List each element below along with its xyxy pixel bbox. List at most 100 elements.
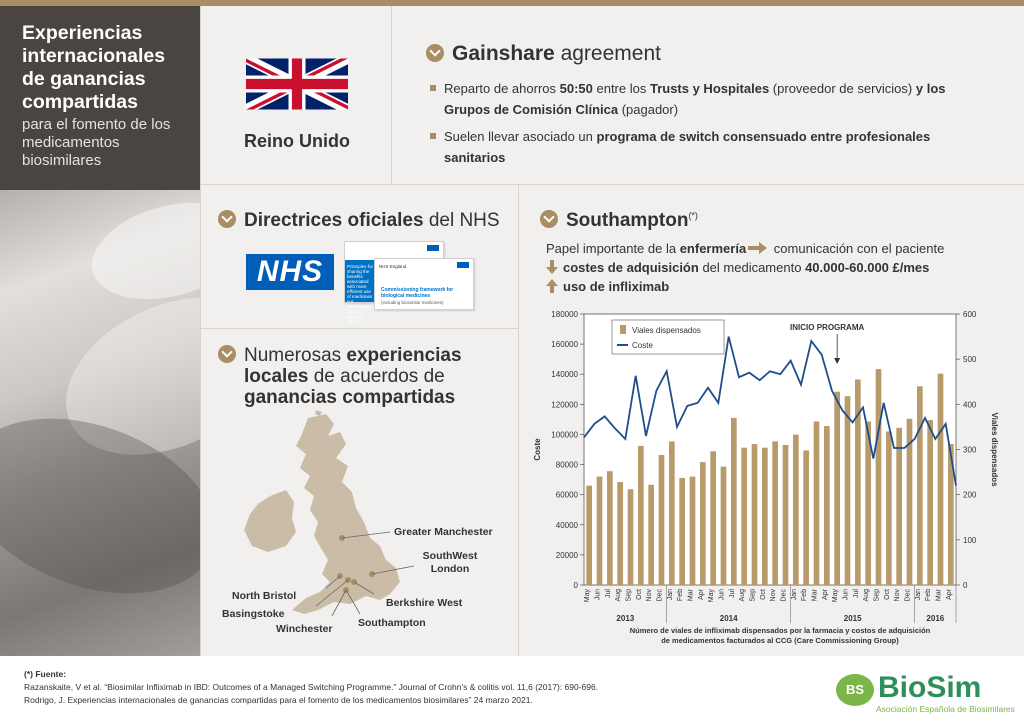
gainshare-bullet: Suelen llevar asociado un programa de sw… bbox=[430, 126, 1004, 168]
bullet-text: y los bbox=[915, 81, 946, 96]
great-britain-shape bbox=[292, 414, 400, 614]
x-month-label: Aug bbox=[739, 589, 746, 602]
x-month-label: Nov bbox=[646, 589, 653, 602]
bar-viales bbox=[896, 427, 903, 585]
uk-map bbox=[244, 410, 415, 617]
bullet-text: Grupos de Comisión Clínica bbox=[444, 102, 619, 117]
bar-viales bbox=[699, 462, 706, 585]
y-left-tick-label: 140000 bbox=[551, 370, 578, 379]
map-leader-line bbox=[371, 565, 415, 575]
x-month-label: Apr bbox=[698, 588, 705, 600]
x-year-label: 2013 bbox=[616, 614, 634, 623]
southampton-text: enfermería bbox=[679, 241, 747, 256]
legend-bar-swatch bbox=[620, 325, 626, 334]
x-month-label: Jul bbox=[605, 589, 612, 598]
bullet-text: sanitarios bbox=[444, 150, 506, 165]
map-label-winchester: Winchester bbox=[276, 623, 333, 635]
x-month-label: Oct bbox=[636, 589, 643, 600]
x-month-label: May bbox=[584, 589, 591, 603]
bar-viales bbox=[617, 482, 624, 585]
y-left-tick-label: 80000 bbox=[556, 461, 579, 470]
country-name: Reino Unido bbox=[244, 131, 350, 151]
southampton-title: Southampton bbox=[566, 210, 689, 231]
x-month-label: Jun bbox=[843, 589, 850, 600]
y-left-tick-label: 0 bbox=[574, 581, 579, 590]
bar-viales bbox=[885, 431, 892, 585]
annotation-arrow-head bbox=[834, 358, 841, 364]
southampton-text: costes de adquisición bbox=[563, 260, 699, 275]
x-month-label: Mar bbox=[688, 588, 695, 601]
x-month-label: Jan bbox=[667, 589, 674, 600]
document-cover-band bbox=[345, 260, 375, 302]
y-left-tick-label: 180000 bbox=[551, 310, 578, 319]
x-month-label: Aug bbox=[863, 589, 870, 602]
x-month-label: Apr bbox=[946, 588, 953, 600]
divider bbox=[391, 6, 392, 184]
biosim-tagline: Asociación Española de Biosimilares bbox=[876, 704, 1015, 714]
chevron-down-icon bbox=[218, 210, 236, 228]
divider bbox=[200, 328, 518, 329]
chevron-down-icon bbox=[218, 345, 236, 363]
annotation-inicio-programa: INICIO PROGRAMA bbox=[790, 323, 864, 332]
y-right-tick-label: 200 bbox=[963, 491, 977, 500]
x-month-label: Jul bbox=[853, 589, 860, 598]
x-month-label: Sep bbox=[874, 589, 881, 602]
x-year-label: 2015 bbox=[844, 614, 862, 623]
top-accent-bar bbox=[0, 0, 1024, 6]
map-label-berkshire-west: Berkshire West bbox=[386, 597, 463, 609]
southampton-line-3: uso de infliximab bbox=[546, 279, 669, 294]
nhs-mini-logo bbox=[427, 245, 439, 251]
y-right-axis-label: Viales dispensados bbox=[990, 412, 999, 487]
x-month-label: Oct bbox=[760, 589, 767, 600]
title-panel bbox=[0, 6, 200, 190]
y-right-tick-label: 500 bbox=[963, 355, 977, 364]
bar-viales bbox=[823, 426, 830, 585]
footer-label: (*) Fuente: bbox=[24, 669, 67, 679]
x-month-label: Sep bbox=[626, 589, 633, 602]
x-month-label: May bbox=[832, 589, 839, 603]
document-side-text: Principles for sharing the benefits asso… bbox=[347, 264, 374, 324]
bar-viales bbox=[803, 450, 810, 585]
map-leader-line bbox=[345, 589, 361, 615]
x-month-label: Jan bbox=[791, 589, 798, 600]
bar-viales bbox=[586, 485, 593, 585]
y-left-tick-label: 20000 bbox=[556, 551, 579, 560]
bar-viales bbox=[627, 489, 634, 585]
bar-viales bbox=[741, 447, 748, 585]
document-brand: NHS England bbox=[379, 264, 407, 269]
directrices-title-bold: Directrices oficiales bbox=[244, 210, 424, 231]
bar-viales bbox=[679, 477, 686, 585]
bullet-text: (pagador) bbox=[618, 102, 679, 117]
x-month-label: Nov bbox=[770, 589, 777, 602]
southampton-title-sup: (*) bbox=[688, 210, 698, 221]
bar-viales bbox=[720, 466, 727, 585]
bullet-square-icon bbox=[430, 85, 436, 91]
local-heading: Numerosas experiencias locales de acuerd… bbox=[218, 345, 462, 408]
local-heading-text: de acuerdos de bbox=[308, 366, 445, 387]
local-heading-text: experiencias bbox=[346, 345, 462, 366]
line-coste bbox=[583, 336, 957, 486]
x-month-label: Apr bbox=[822, 588, 829, 600]
southampton-line-2: costes de adquisición del medicamento 40… bbox=[546, 260, 929, 275]
bullet-text: Trusts y Hospitales bbox=[649, 81, 770, 96]
bar-viales bbox=[916, 386, 923, 585]
x-month-label: Sep bbox=[750, 589, 757, 602]
x-month-label: Aug bbox=[615, 589, 622, 602]
bar-viales bbox=[730, 417, 737, 585]
bar-viales bbox=[813, 421, 820, 585]
x-year-label: 2014 bbox=[720, 614, 738, 623]
biosim-logo: BS BioSim Asociación Española de Biosimi… bbox=[836, 670, 1015, 720]
bar-viales bbox=[772, 441, 779, 585]
x-month-label: May bbox=[708, 589, 715, 603]
x-month-label: Jul bbox=[729, 589, 736, 598]
x-month-label: Jun bbox=[719, 589, 726, 600]
x-month-label: Mar bbox=[936, 588, 943, 601]
plot-area bbox=[583, 313, 957, 586]
x-month-label: Feb bbox=[677, 589, 684, 601]
bar-viales bbox=[637, 445, 644, 585]
y-left-tick-label: 160000 bbox=[551, 340, 578, 349]
map-label-southampton: Southampton bbox=[358, 617, 426, 629]
bar-viales bbox=[927, 420, 934, 585]
sidebar-subtitle: para el fomento de los medicamentos bios… bbox=[22, 116, 171, 169]
footer-reference: Razanskaite, V et al. “Biosimilar Inflix… bbox=[24, 682, 599, 692]
